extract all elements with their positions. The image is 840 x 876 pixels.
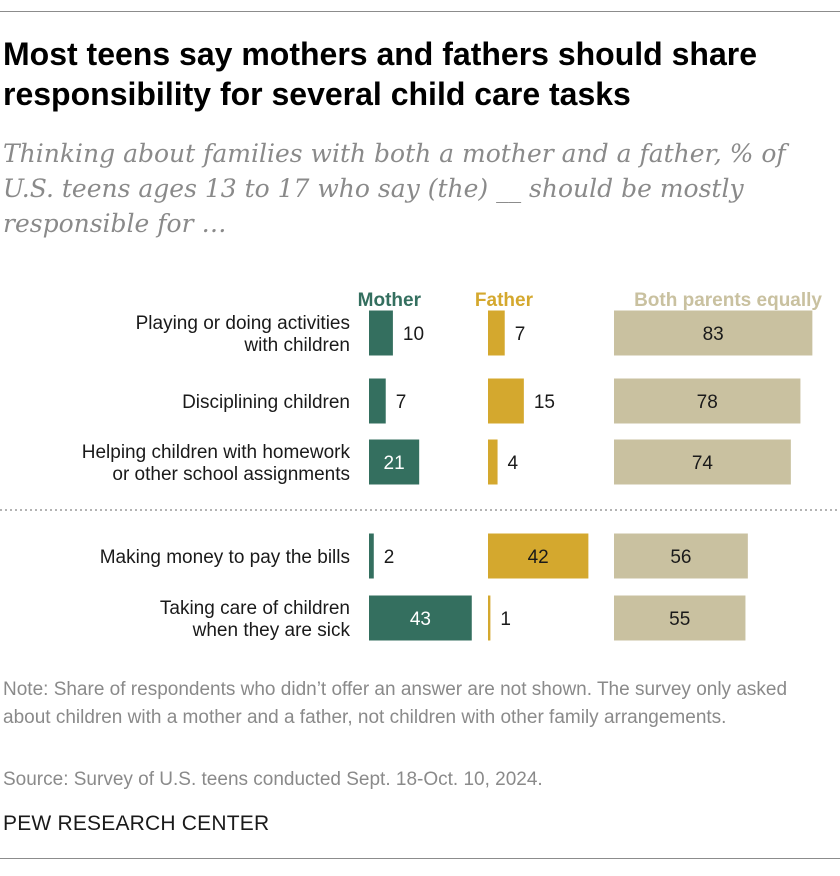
value-label-father: 1 (500, 609, 511, 630)
value-label-both: 55 (669, 609, 690, 630)
bottom-rule (0, 858, 840, 859)
value-label-father: 42 (528, 547, 549, 568)
bar-mother (369, 595, 472, 641)
bar-both (614, 439, 791, 485)
bar-both (614, 533, 748, 579)
value-label-mother: 10 (403, 324, 424, 345)
category-label: Helping children with homework or other s… (82, 442, 351, 485)
legend-mother: Mother (358, 290, 422, 311)
chart-title: Most teens say mothers and fathers shoul… (3, 36, 757, 112)
bar-mother (369, 378, 386, 424)
bar-mother (369, 310, 393, 356)
value-label-mother: 43 (410, 609, 431, 630)
bar-mother (369, 533, 374, 579)
bar-father (488, 595, 491, 641)
legend-both: Both parents equally (634, 290, 822, 311)
value-label-mother: 7 (396, 392, 407, 413)
brand-label: PEW RESEARCH CENTER (3, 812, 270, 835)
value-label-father: 7 (515, 324, 526, 345)
chart-subtitle: Thinking about families with both a moth… (3, 139, 786, 238)
category-label: Disciplining children (182, 392, 350, 413)
top-rule (0, 11, 840, 12)
value-label-mother: 2 (384, 547, 395, 568)
chart-note: Note: Share of respondents who didn’t of… (3, 679, 788, 728)
category-label: Playing or doing activities with children (136, 313, 350, 356)
value-label-both: 83 (703, 324, 724, 345)
value-label-both: 78 (697, 392, 718, 413)
legend-father: Father (475, 290, 534, 311)
bar-both (614, 310, 813, 356)
value-label-mother: 21 (384, 453, 405, 474)
bar-mother (369, 439, 420, 485)
bar-chart: Mother Father Both parents equally Playing … (0, 290, 840, 641)
value-label-both: 74 (692, 453, 714, 474)
bar-father (488, 533, 589, 579)
value-label-both: 56 (670, 547, 691, 568)
bar-both (614, 378, 801, 424)
category-label: Taking care of children when they are sic… (160, 598, 351, 641)
value-label-father: 15 (534, 392, 555, 413)
bar-father (488, 310, 505, 356)
category-label: Making money to pay the bills (100, 547, 350, 568)
bar-father (488, 378, 524, 424)
value-label-father: 4 (508, 453, 519, 474)
bar-father (488, 439, 498, 485)
chart-source: Source: Survey of U.S. teens conducted S… (3, 769, 543, 790)
bar-both (614, 595, 746, 641)
